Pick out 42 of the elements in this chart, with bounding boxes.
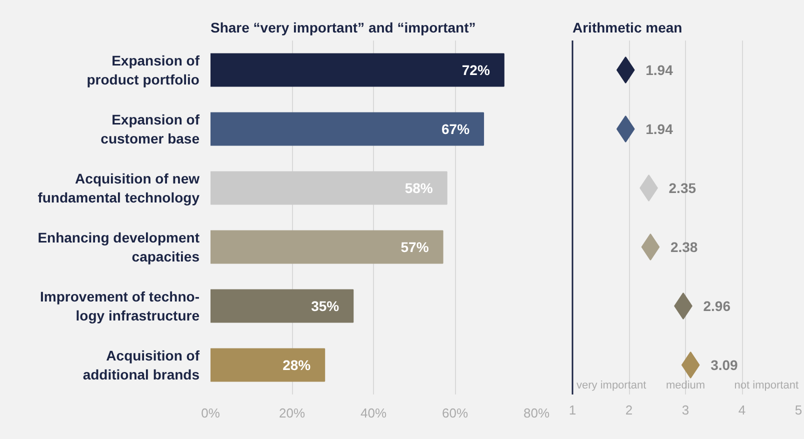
x-tick-label: 0%: [201, 406, 220, 420]
data-label: 1.94: [646, 121, 674, 137]
data-label: 3.09: [710, 357, 738, 373]
data-label: 57%: [400, 239, 430, 255]
bar: [210, 171, 448, 205]
chart-title: Share “very important” and “important”: [210, 20, 476, 36]
x-tick-label: 5: [794, 402, 802, 418]
x-tick-label: 3: [682, 402, 690, 418]
y-tick-label: Expansion of customer base: [100, 111, 200, 147]
data-label: 35%: [311, 298, 340, 314]
data-label: 72%: [462, 62, 490, 78]
bar: [210, 112, 484, 146]
point: [681, 352, 700, 378]
data-label: 67%: [442, 121, 470, 137]
chart-title: Arithmetic mean: [572, 20, 682, 36]
data-label: 28%: [282, 357, 312, 373]
point: [616, 56, 635, 84]
x-tick-label: 4: [738, 402, 746, 418]
y-tick-label: Enhancing development capacities: [38, 229, 200, 265]
annotation: not important: [734, 380, 798, 392]
point: [641, 234, 660, 260]
y-tick-label: Acquisition of new fundamental technology: [38, 170, 200, 206]
y-tick-label: Improvement of techno- logy infrastructure: [40, 288, 200, 324]
data-label: 2.96: [703, 298, 731, 314]
data-label: 2.38: [670, 239, 698, 255]
y-tick-label: Acquisition of additional brands: [82, 347, 200, 383]
bar: [210, 230, 444, 264]
data-label: 2.35: [668, 180, 696, 196]
annotation: medium: [666, 380, 706, 392]
x-tick-label: 20%: [278, 406, 306, 420]
bar: [210, 289, 354, 323]
data-label: 1.94: [646, 62, 674, 78]
x-tick-label: 2: [625, 402, 633, 418]
bar: [210, 53, 504, 87]
x-tick-label: 40%: [360, 406, 387, 420]
x-tick-label: 80%: [523, 406, 550, 420]
x-tick-label: 60%: [442, 406, 468, 420]
bar: [210, 348, 326, 382]
y-tick-label: Expansion of product portfolio: [86, 52, 200, 88]
point: [616, 116, 635, 142]
annotation: very important: [576, 380, 646, 392]
x-tick-label: 1: [568, 402, 576, 418]
